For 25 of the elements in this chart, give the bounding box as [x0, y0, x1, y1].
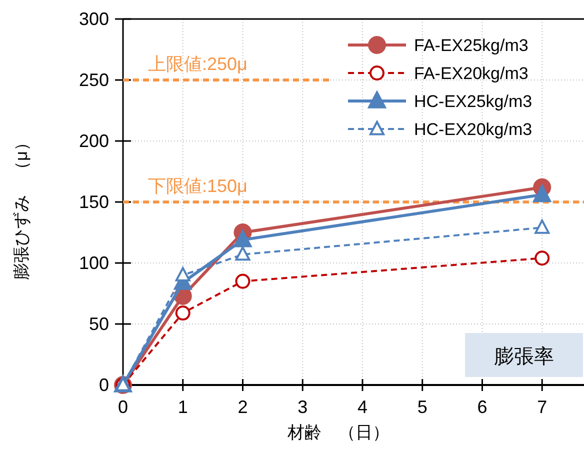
x-tick-label: 3 [298, 397, 308, 417]
y-tick-label: 50 [88, 314, 109, 334]
ref-line-label: 下限値:150μ [148, 176, 248, 196]
x-tick-label: 2 [238, 397, 248, 417]
x-tick-label: 7 [537, 397, 548, 417]
x-tick-label: 4 [357, 397, 368, 417]
y-tick-label: 250 [78, 70, 109, 90]
y-tick-label: 300 [78, 9, 109, 29]
x-tick-label: 6 [477, 397, 488, 417]
legend-label: HC-EX25kg/m3 [414, 92, 532, 111]
x-axis-title: 材齢 （日） [286, 423, 390, 442]
legend-label: FA-EX25kg/m3 [414, 36, 528, 55]
y-axis-title: 膨張ひずみ （μ） [12, 134, 31, 280]
annotation: 膨張率 [465, 333, 583, 377]
ref-line-label: 上限値:250μ [148, 54, 248, 74]
y-tick-label: 150 [78, 192, 109, 212]
legend-label: HC-EX20kg/m3 [414, 120, 532, 139]
x-tick-label: 0 [118, 397, 128, 417]
y-tick-label: 200 [78, 131, 109, 151]
x-tick-label: 1 [178, 397, 188, 417]
legend-label: FA-EX20kg/m3 [414, 64, 528, 83]
annotation: 膨張率 [494, 346, 554, 368]
y-tick-label: 0 [98, 375, 109, 395]
y-tick-label: 100 [78, 253, 109, 273]
x-tick-label: 5 [417, 397, 428, 417]
